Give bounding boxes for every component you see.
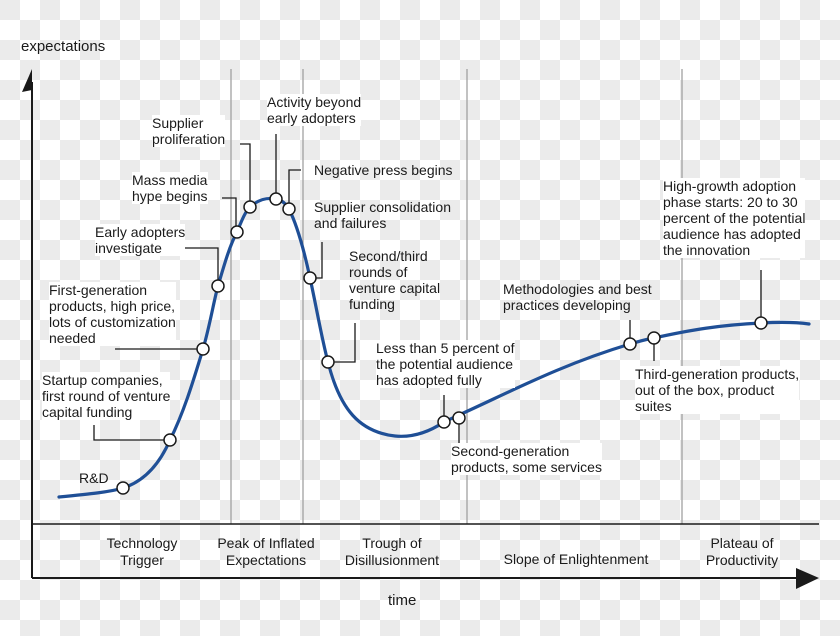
leader-lines bbox=[93, 134, 762, 443]
x-axis-label: time bbox=[388, 592, 417, 609]
phase-trough-of-disillusionment: Trough of Disillusionment bbox=[344, 535, 440, 568]
axes bbox=[31, 82, 819, 579]
y-axis-label: expectations bbox=[21, 38, 106, 55]
milestone-markers bbox=[116, 192, 768, 495]
annotation-high-growth-adoption: High-growth adoption phase starts: 20 to… bbox=[663, 178, 806, 258]
annotation-less-than-5-percent: Less than 5 percent of the potential aud… bbox=[376, 340, 515, 388]
annotation-activity-beyond-early-adopters: Activity beyond early adopters bbox=[267, 94, 362, 126]
phase-slope-of-enlightenment: Slope of Enlightenment bbox=[503, 551, 649, 567]
annotation-startup-companies: Startup companies, first round of ventur… bbox=[42, 372, 171, 420]
phase-dividers bbox=[230, 69, 683, 524]
annotation-methodologies: Methodologies and best practices develop… bbox=[503, 281, 652, 313]
annotation-early-adopters: Early adopters investigate bbox=[95, 224, 186, 256]
annotation-third-generation-products: Third-generation products, out of the bo… bbox=[635, 366, 800, 414]
annotation-second-third-rounds: Second/third rounds of venture capital f… bbox=[349, 248, 441, 312]
y-axis-arrow-icon bbox=[22, 69, 32, 92]
annotation-rnd: R&D bbox=[79, 470, 109, 486]
annotation-negative-press: Negative press begins bbox=[314, 162, 453, 178]
annotation-supplier-consolidation: Supplier consolidation and failures bbox=[314, 199, 451, 231]
phase-peak-of-inflated-expectations: Peak of Inflated Expectations bbox=[217, 535, 315, 568]
phase-technology-trigger: Technology Trigger bbox=[106, 535, 178, 568]
x-axis-arrow-icon bbox=[796, 568, 819, 589]
phase-plateau-of-productivity: Plateau of Productivity bbox=[705, 535, 779, 568]
annotation-supplier-proliferation: Supplier proliferation bbox=[152, 115, 226, 147]
annotation-second-generation-products: Second-generation products, some service… bbox=[451, 443, 602, 475]
annotation-first-generation-products: First-generation products, high price, l… bbox=[49, 282, 176, 346]
annotation-mass-media-hype: Mass media hype begins bbox=[132, 172, 208, 204]
